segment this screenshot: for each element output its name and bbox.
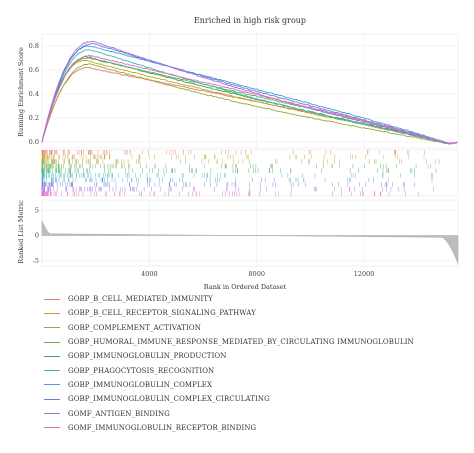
legend-item: GOBP_COMPLEMENT_ACTIVATION: [38, 321, 458, 335]
legend-item: GOBP_IMMUNOGLOBULIN_COMPLEX_CIRCULATING: [38, 392, 458, 406]
metric-y-ticks: 5 0 -5: [33, 206, 39, 265]
es-y-tick-label: 0.0: [29, 138, 39, 146]
legend-label: GOBP_B_CELL_MEDIATED_IMMUNITY: [68, 295, 213, 304]
legend-label: GOBP_IMMUNOGLOBULIN_PRODUCTION: [68, 352, 227, 361]
es-curves: [41, 40, 458, 145]
legend-swatch: [44, 427, 60, 429]
legend-label: GOBP_PHAGOCYTOSIS_RECOGNITION: [68, 366, 215, 375]
metric-y-tick-label: -5: [33, 257, 39, 265]
es-y-tick-label: 0.2: [29, 114, 39, 122]
es-curve-series: [41, 59, 458, 145]
legend-swatch: [44, 341, 60, 343]
es-curve-series: [41, 45, 458, 144]
es-curve-series: [41, 63, 458, 145]
legend-item: GOBP_B_CELL_MEDIATED_IMMUNITY: [38, 292, 458, 306]
metric-y-tick-label: 5: [35, 206, 39, 214]
es-y-axis-label: Running Enrichment Score: [17, 47, 25, 137]
legend-swatch: [44, 398, 60, 400]
metric-y-axis-label: Ranked List Metric: [17, 200, 25, 264]
legend-swatch: [44, 384, 60, 386]
legend-label: GOMF_ANTIGEN_BINDING: [68, 409, 170, 418]
x-tick-label: 8000: [248, 270, 265, 278]
chart-title: Enriched in high risk group: [194, 16, 306, 25]
legend-swatch: [44, 327, 60, 329]
legend-swatch: [44, 413, 60, 415]
metric-area: [41, 220, 459, 264]
es-curve-series: [41, 54, 458, 145]
legend-label: GOBP_IMMUNOGLOBULIN_COMPLEX: [68, 380, 213, 389]
legend-label: GOBP_IMMUNOGLOBULIN_COMPLEX_CIRCULATING: [68, 395, 270, 404]
x-tick-label: 4000: [141, 270, 158, 278]
metric-panel: [41, 199, 459, 267]
legend-item: GOMF_ANTIGEN_BINDING: [38, 406, 458, 420]
x-tick-label: 12000: [354, 270, 375, 278]
legend-swatch: [44, 312, 60, 314]
metric-fill: [41, 220, 459, 264]
es-curve-series: [41, 49, 458, 145]
es-curve-series: [41, 42, 458, 144]
es-y-tick-label: 0.6: [29, 66, 39, 74]
legend-swatch: [44, 370, 60, 372]
legend-item: GOBP_IMMUNOGLOBULIN_COMPLEX: [38, 378, 458, 392]
legend-label: GOBP_COMPLEMENT_ACTIVATION: [68, 323, 201, 332]
legend-item: GOBP_HUMORAL_IMMUNE_RESPONSE_MEDIATED_BY…: [38, 335, 458, 349]
legend-item: GOBP_B_CELL_RECEPTOR_SIGNALING_PATHWAY: [38, 306, 458, 320]
hit-barcodes: [41, 150, 440, 196]
es-curve-series: [41, 55, 458, 145]
legend: GOBP_B_CELL_MEDIATED_IMMUNITY GOBP_B_CELL…: [38, 292, 458, 435]
es-curve-series: [41, 40, 458, 144]
legend-label: GOBP_HUMORAL_IMMUNE_RESPONSE_MEDIATED_BY…: [68, 338, 414, 347]
x-ticks: 4000 8000 12000: [141, 270, 374, 278]
es-y-ticks: 0.0 0.2 0.4 0.6 0.8: [29, 42, 39, 146]
es-y-tick-label: 0.4: [29, 90, 39, 98]
legend-item: GOBP_PHAGOCYTOSIS_RECOGNITION: [38, 363, 458, 377]
legend-swatch: [44, 298, 60, 300]
legend-item: GOMF_IMMUNOGLOBULIN_RECEPTOR_BINDING: [38, 421, 458, 435]
es-y-tick-label: 0.8: [29, 42, 39, 50]
metric-y-tick-label: 0: [35, 232, 39, 240]
legend-label: GOBP_B_CELL_RECEPTOR_SIGNALING_PATHWAY: [68, 309, 256, 318]
x-axis-label: Rank in Ordered Dataset: [204, 283, 287, 291]
legend-swatch: [44, 355, 60, 357]
legend-item: GOBP_IMMUNOGLOBULIN_PRODUCTION: [38, 349, 458, 363]
legend-label: GOMF_IMMUNOGLOBULIN_RECEPTOR_BINDING: [68, 423, 257, 432]
